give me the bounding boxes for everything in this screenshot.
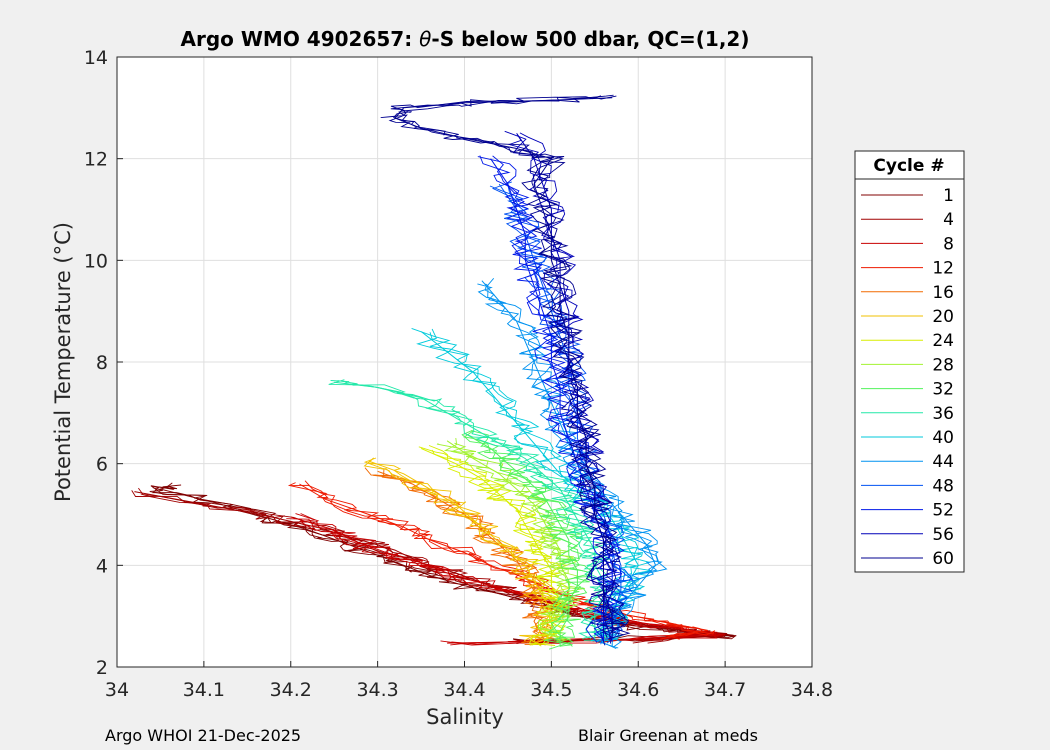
footer-left: Argo WHOI 21-Dec-2025 (105, 726, 301, 745)
x-tick-label: 34.7 (704, 679, 746, 701)
series-line-20-profile (366, 458, 566, 646)
legend-label-28: 28 (932, 355, 954, 375)
x-tick-label: 34.1 (183, 679, 225, 701)
legend-box (854, 150, 965, 573)
series-group (131, 94, 737, 650)
series-line-32-profile (463, 430, 593, 647)
y-tick-label: 6 (96, 454, 108, 476)
y-tick-label: 10 (84, 250, 108, 272)
legend-label-1: 1 (943, 186, 954, 206)
series-line-24-profile (431, 449, 572, 647)
legend-label-48: 48 (932, 476, 954, 496)
series-line-32-profile (471, 430, 593, 650)
chart-title: Argo WMO 4902657: θ-S below 500 dbar, QC… (181, 27, 750, 51)
y-tick-label: 14 (84, 47, 108, 69)
x-tick-label: 34.6 (617, 679, 659, 701)
x-axis-label: Salinity (426, 705, 504, 729)
y-tick-label: 8 (96, 352, 108, 374)
y-tick-label: 2 (96, 657, 108, 679)
x-tick-label: 34.2 (270, 679, 312, 701)
x-axis-ticks: 34 34.1 34.2 34.3 34.4 34.5 34.6 34.7 34.8 (105, 661, 833, 701)
series-line-44-profile (484, 283, 659, 649)
series-line-32-profile (461, 429, 592, 647)
legend-label-40: 40 (932, 428, 954, 448)
x-tick-label: 34.4 (443, 679, 485, 701)
series-line-20-profile (363, 457, 563, 642)
legend-label-52: 52 (932, 501, 954, 521)
legend-title: Cycle # (873, 156, 944, 176)
series-line-60-profile (388, 95, 631, 640)
legend-label-20: 20 (932, 307, 954, 327)
x-tick-label: 34.3 (356, 679, 398, 701)
series-line-56-profile (507, 134, 618, 644)
legend-label-44: 44 (932, 452, 954, 472)
series-line-60-profile (390, 94, 630, 638)
x-tick-label: 34.8 (791, 679, 833, 701)
legend-label-36: 36 (932, 404, 954, 424)
legend-label-24: 24 (932, 331, 954, 351)
x-tick-label: 34 (105, 679, 129, 701)
series-line-52-profile (477, 156, 625, 642)
x-tick-label: 34.5 (530, 679, 572, 701)
y-tick-label: 4 (96, 555, 108, 577)
legend-label-12: 12 (932, 259, 954, 279)
y-axis-ticks: 2 4 6 8 10 12 14 (84, 47, 123, 679)
series-line-24-profile (428, 445, 569, 646)
legend-label-56: 56 (932, 525, 954, 545)
legend-label-32: 32 (932, 380, 954, 400)
legend-label-4: 4 (943, 210, 954, 230)
footer-right: Blair Greenan at meds (578, 726, 758, 745)
legend-label-8: 8 (943, 234, 954, 254)
series-line-16-profile (381, 468, 556, 646)
series-line-44-profile (477, 283, 663, 648)
legend-label-60: 60 (932, 549, 954, 569)
series-line-60-profile (380, 95, 627, 636)
series-line-28-profile (436, 443, 580, 643)
y-axis-label: Potential Temperature (°C) (51, 222, 75, 502)
y-tick-label: 12 (84, 149, 108, 171)
legend-label-16: 16 (932, 283, 954, 303)
